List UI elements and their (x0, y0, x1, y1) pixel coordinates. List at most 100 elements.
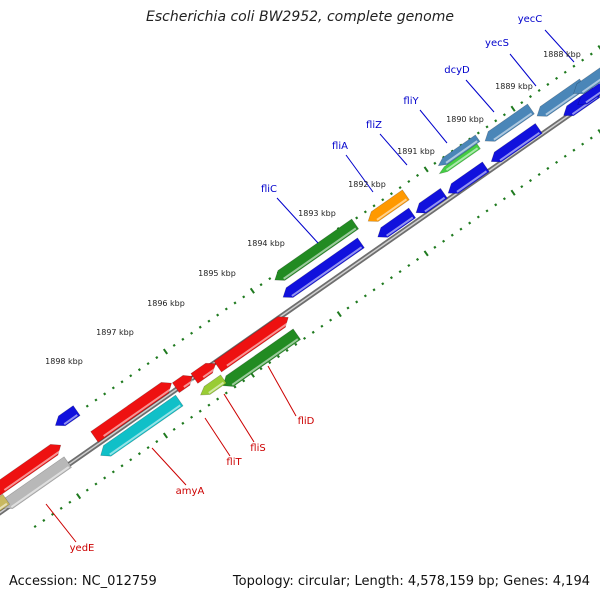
gene-blue-1898-body (54, 405, 81, 427)
tick-lower (494, 203, 498, 207)
gene-blue-1898 (54, 405, 81, 427)
gene-yedE-olive-shine (0, 502, 8, 511)
gene-red-left-shine (3, 449, 63, 491)
tick-lower (355, 300, 359, 304)
gene-fliA-shine (376, 198, 408, 221)
leader-fliT (204, 417, 231, 457)
tick-lower (276, 355, 280, 359)
tick-lower (294, 342, 298, 346)
gene-yecC-shine (581, 74, 600, 93)
tick-upper (510, 105, 516, 112)
tick-lower (329, 318, 333, 322)
leader-fliA (345, 154, 374, 193)
gene-label-fliY: fliY (403, 96, 419, 107)
tick-lower (76, 493, 82, 500)
gene-label-yecC: yecC (518, 14, 543, 25)
tick-lower (68, 500, 72, 504)
gene-fliA (367, 189, 410, 222)
tick-upper (94, 398, 98, 402)
gene-fliC-shine (283, 227, 357, 280)
gene-red-1896-body (213, 316, 289, 373)
kbp-label: 1893 kbp (298, 209, 336, 218)
tick-upper (181, 337, 185, 341)
tick-lower (259, 367, 263, 371)
tick-lower (363, 294, 367, 298)
gene-label-fliC: fliC (261, 184, 277, 195)
tick-lower (190, 415, 194, 419)
tick-upper (581, 58, 585, 62)
tick-upper (537, 88, 541, 93)
tick-lower (520, 185, 524, 189)
tick-upper (103, 392, 107, 396)
tick-lower (224, 391, 228, 395)
kbp-label: 1895 kbp (198, 269, 236, 278)
leader-fliZ (379, 133, 408, 166)
tick-lower (320, 324, 324, 328)
tick-upper (528, 95, 533, 99)
gene-yecS-body (536, 78, 587, 117)
tick-upper (146, 362, 150, 366)
tick-lower (597, 128, 600, 134)
gene-fliY-green-shine (445, 147, 479, 171)
gene-label-amyA: amyA (176, 486, 205, 497)
tick-upper (494, 119, 498, 123)
tick-lower (94, 482, 98, 486)
gene-fliS-yg (200, 374, 227, 396)
gene-label-fliA: fliA (332, 141, 348, 152)
gene-fliY-green (438, 143, 481, 175)
tick-upper (216, 313, 220, 317)
kbp-label: 1896 kbp (147, 299, 185, 308)
gene-blue-1892 (377, 207, 417, 238)
tick-lower (450, 233, 454, 237)
gene-label-fliS: fliS (250, 443, 265, 454)
gene-blue-fliZ (415, 187, 448, 214)
gene-red-1896 (213, 316, 290, 373)
tick-lower (59, 506, 63, 510)
topology-text: Topology: circular; Length: 4,578,159 bp… (232, 574, 590, 589)
gene-blue-1895 (282, 237, 365, 298)
tick-lower (33, 524, 37, 529)
leader-dcyD (465, 79, 495, 113)
tick-lower (111, 470, 115, 474)
tick-lower (502, 197, 506, 201)
gene-label-fliD: fliD (298, 416, 315, 427)
gene-red-fliT-shine (103, 387, 174, 437)
tick-lower (537, 172, 541, 177)
gene-blue-1892-shine (386, 216, 414, 237)
gene-amyA-shine (109, 404, 181, 456)
tick-upper (137, 368, 141, 372)
tick-upper (120, 380, 124, 384)
tick-lower (42, 518, 46, 522)
tick-lower (103, 476, 107, 480)
tick-lower (468, 221, 472, 225)
gene-blue-fliY-body (447, 161, 490, 194)
gene-blue-dcyD (490, 123, 543, 163)
backbone-highlight (0, 92, 600, 514)
tick-lower (302, 336, 307, 340)
gene-red-small-shine (183, 379, 194, 388)
tick-upper (363, 210, 367, 214)
gene-red-fliS-shine (202, 367, 217, 378)
tick-upper (111, 386, 115, 390)
genome-backbone (0, 90, 600, 516)
tick-lower (85, 488, 89, 492)
tick-upper (355, 216, 359, 220)
tick-lower (120, 464, 124, 468)
tick-upper (198, 325, 202, 329)
tick-lower (459, 227, 463, 231)
gene-fliA-body (367, 189, 410, 222)
tick-upper (207, 319, 211, 323)
tick-lower (137, 452, 141, 456)
tick-lower (433, 245, 437, 249)
tick-lower (336, 311, 342, 318)
tick-lower (162, 432, 169, 439)
tick-upper (476, 131, 480, 135)
tick-upper (224, 307, 228, 311)
gene-red-left (0, 444, 63, 497)
tick-lower (311, 330, 315, 334)
gene-fliC-body (274, 218, 360, 281)
gene-label-yecS: yecS (485, 38, 509, 49)
tick-upper (129, 374, 133, 378)
tick-lower (381, 282, 385, 286)
